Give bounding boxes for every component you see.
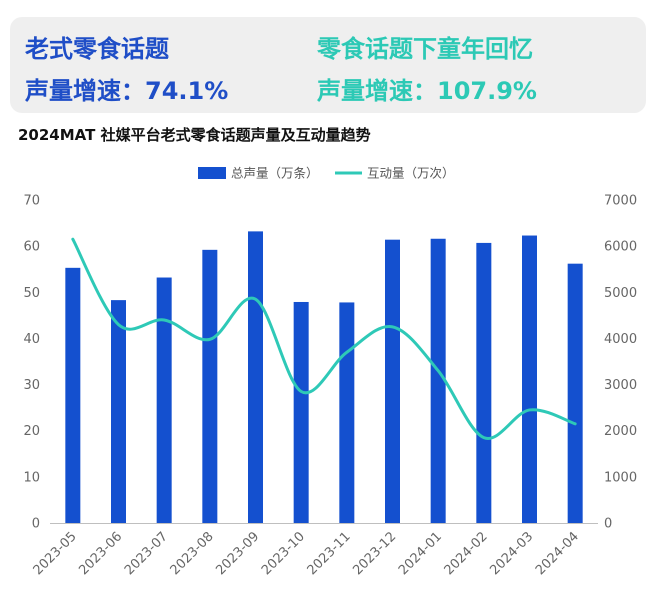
y-left-tick-label: 40 <box>23 332 40 347</box>
x-tick-label: 2024-02 <box>442 529 491 578</box>
x-tick-label: 2023-12 <box>350 529 399 578</box>
bar <box>111 300 126 523</box>
y-right-tick-label: 0 <box>604 517 612 532</box>
y-right-tick-label: 4000 <box>604 332 637 347</box>
y-left-tick-label: 60 <box>23 240 40 255</box>
x-tick-label: 2024-03 <box>487 529 536 578</box>
y-left-tick-label: 0 <box>32 517 40 532</box>
combo-chart: 总声量（万条） 互动量（万次） 0 10 20 30 40 50 60 70 0 1000 2000 30… <box>23 166 637 579</box>
bar <box>385 239 400 523</box>
bar <box>339 302 355 523</box>
bar <box>293 301 309 523</box>
x-tick-label: 2023-05 <box>31 529 80 578</box>
y-left-tick-label: 20 <box>23 424 40 439</box>
y-right-tick-label: 3000 <box>604 378 637 393</box>
bar <box>476 242 492 524</box>
kpi-metric-old-snacks: 声量增速：74.1% <box>25 77 229 105</box>
y-left-tick-label: 10 <box>23 470 40 485</box>
y-right-tick-label: 6000 <box>604 240 637 255</box>
bar <box>156 277 172 523</box>
legend-swatch-bars <box>198 167 226 179</box>
bar <box>430 238 446 523</box>
x-tick-label: 2023-09 <box>213 529 262 578</box>
bar <box>567 263 583 523</box>
y-left-tick-label: 30 <box>23 378 40 393</box>
x-tick-label: 2023-08 <box>168 529 217 578</box>
kpi-title-childhood-memory: 零食话题下童年回忆 <box>317 35 533 63</box>
x-tick-label: 2023-10 <box>259 529 308 578</box>
chart-title: 2024MAT 社媒平台老式零食话题声量及互动量趋势 <box>18 126 371 144</box>
y-left-tick-label: 50 <box>23 286 40 301</box>
kpi-panel: 老式零食话题 声量增速：74.1% 零食话题下童年回忆 声量增速：107.9% <box>10 17 646 113</box>
x-tick-label: 2024-04 <box>533 529 582 578</box>
bar <box>202 249 218 523</box>
x-tick-label: 2023-11 <box>305 529 354 578</box>
x-tick-label: 2024-01 <box>396 529 445 578</box>
y-left-tick-label: 70 <box>23 194 40 209</box>
y-right-tick-label: 5000 <box>604 286 637 301</box>
legend-label-bars: 总声量（万条） <box>231 166 319 181</box>
bar <box>248 231 263 523</box>
legend-label-line: 互动量（万次） <box>367 166 455 181</box>
y-right-tick-label: 2000 <box>604 424 637 439</box>
bar <box>65 267 81 523</box>
kpi-metric-childhood-memory: 声量增速：107.9% <box>317 77 537 105</box>
x-tick-label: 2023-07 <box>122 529 171 578</box>
line-series <box>71 237 577 440</box>
y-right-tick-label: 7000 <box>604 194 637 209</box>
y-right-tick-label: 1000 <box>604 470 637 485</box>
x-tick-label: 2023-06 <box>76 529 125 578</box>
bar <box>522 235 537 523</box>
kpi-title-old-snacks: 老式零食话题 <box>25 35 169 63</box>
